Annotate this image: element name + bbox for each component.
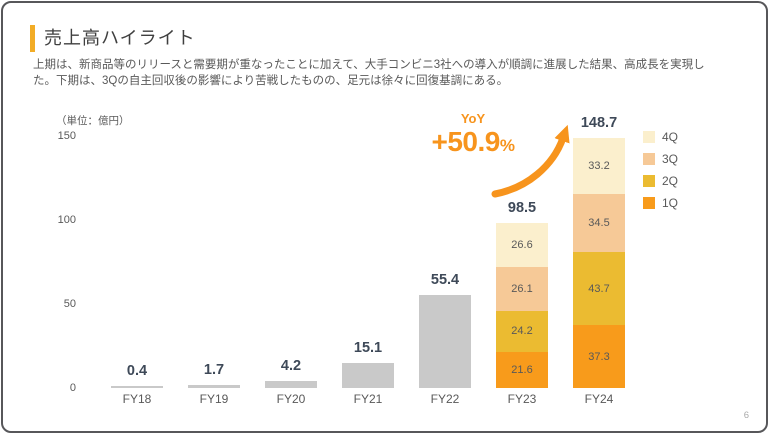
bar-segment-2q bbox=[573, 251, 625, 326]
y-tick-label: 150 bbox=[57, 130, 76, 142]
bar-segment-1q bbox=[573, 325, 625, 388]
segment-value-label: 26.1 bbox=[511, 283, 533, 296]
legend-label: 3Q bbox=[662, 152, 679, 166]
category-label: FY22 bbox=[430, 392, 460, 406]
chart-bar bbox=[342, 362, 394, 388]
chart-bar bbox=[419, 294, 471, 388]
chart-bar bbox=[188, 385, 240, 388]
legend-item: 3Q bbox=[643, 152, 693, 166]
category-label: FY20 bbox=[276, 392, 306, 406]
legend-swatch bbox=[643, 175, 655, 187]
growth-arrow-icon bbox=[491, 124, 570, 198]
y-tick-label: 100 bbox=[57, 214, 76, 226]
yoy-annotation: YoY +50.9% bbox=[408, 111, 538, 162]
category-label: FY21 bbox=[353, 392, 383, 406]
bar-segment-4q bbox=[496, 222, 548, 268]
yoy-value: +50.9% bbox=[408, 126, 538, 162]
segment-value-label: 26.6 bbox=[511, 238, 533, 251]
legend-swatch bbox=[643, 153, 655, 165]
category-label: FY23 bbox=[507, 392, 537, 406]
legend-item: 2Q bbox=[643, 174, 693, 188]
bar-total-label: 4.2 bbox=[280, 357, 302, 374]
bar-segment-3q bbox=[573, 193, 625, 252]
summary-line-1: 上期は、新商品等のリリースと需要期が重なったことに加えて、大手コンビニ3社への導… bbox=[33, 59, 705, 71]
segment-value-label: 34.5 bbox=[588, 216, 610, 229]
yoy-value-suffix: % bbox=[499, 136, 515, 155]
legend-item: 4Q bbox=[643, 130, 693, 144]
bar-total-label: 98.5 bbox=[507, 199, 537, 216]
bar-total-label: 15.1 bbox=[353, 339, 383, 356]
category-label: FY19 bbox=[199, 392, 229, 406]
legend-label: 2Q bbox=[662, 174, 679, 188]
yoy-value-number: +50.9 bbox=[431, 126, 501, 157]
page-title: 売上高ハイライト bbox=[44, 28, 196, 48]
legend-label: 1Q bbox=[662, 196, 679, 210]
chart-bar bbox=[111, 386, 163, 388]
y-tick-label: 0 bbox=[69, 382, 76, 394]
category-label: FY24 bbox=[584, 392, 614, 406]
bar-segment-4q bbox=[573, 138, 625, 194]
legend-label: 4Q bbox=[662, 130, 679, 144]
title-accent-bar bbox=[30, 25, 35, 52]
bar-total-label: 148.7 bbox=[580, 115, 618, 132]
segment-value-label: 24.2 bbox=[511, 325, 533, 338]
chart-bar bbox=[265, 380, 317, 388]
summary-text: 上期は、新商品等のリリースと需要期が重なったことに加えて、大手コンビニ3社への導… bbox=[33, 57, 705, 89]
category-label: FY18 bbox=[122, 392, 152, 406]
legend-item: 1Q bbox=[643, 196, 693, 210]
bar-segment-3q bbox=[496, 267, 548, 312]
bar-segment-2q bbox=[496, 311, 548, 352]
segment-value-label: 37.3 bbox=[588, 350, 610, 363]
segment-value-label: 21.6 bbox=[511, 363, 533, 376]
page-number: 6 bbox=[743, 410, 749, 421]
legend-swatch bbox=[643, 131, 655, 143]
summary-line-2: た。下期は、3Qの自主回収後の影響により苦戦したものの、足元は徐々に回復基調にあ… bbox=[33, 75, 509, 87]
y-tick-label: 50 bbox=[63, 298, 76, 310]
yoy-label: YoY bbox=[460, 111, 486, 126]
bar-total-label: 0.4 bbox=[126, 363, 148, 379]
bar-total-label: 55.4 bbox=[430, 271, 460, 288]
legend-swatch bbox=[643, 197, 655, 209]
unit-label: （単位：億円） bbox=[56, 115, 130, 127]
bar-total-label: 1.7 bbox=[203, 362, 225, 379]
segment-value-label: 33.2 bbox=[588, 160, 610, 173]
segment-value-label: 43.7 bbox=[588, 282, 610, 295]
bar-segment-1q bbox=[496, 351, 548, 388]
